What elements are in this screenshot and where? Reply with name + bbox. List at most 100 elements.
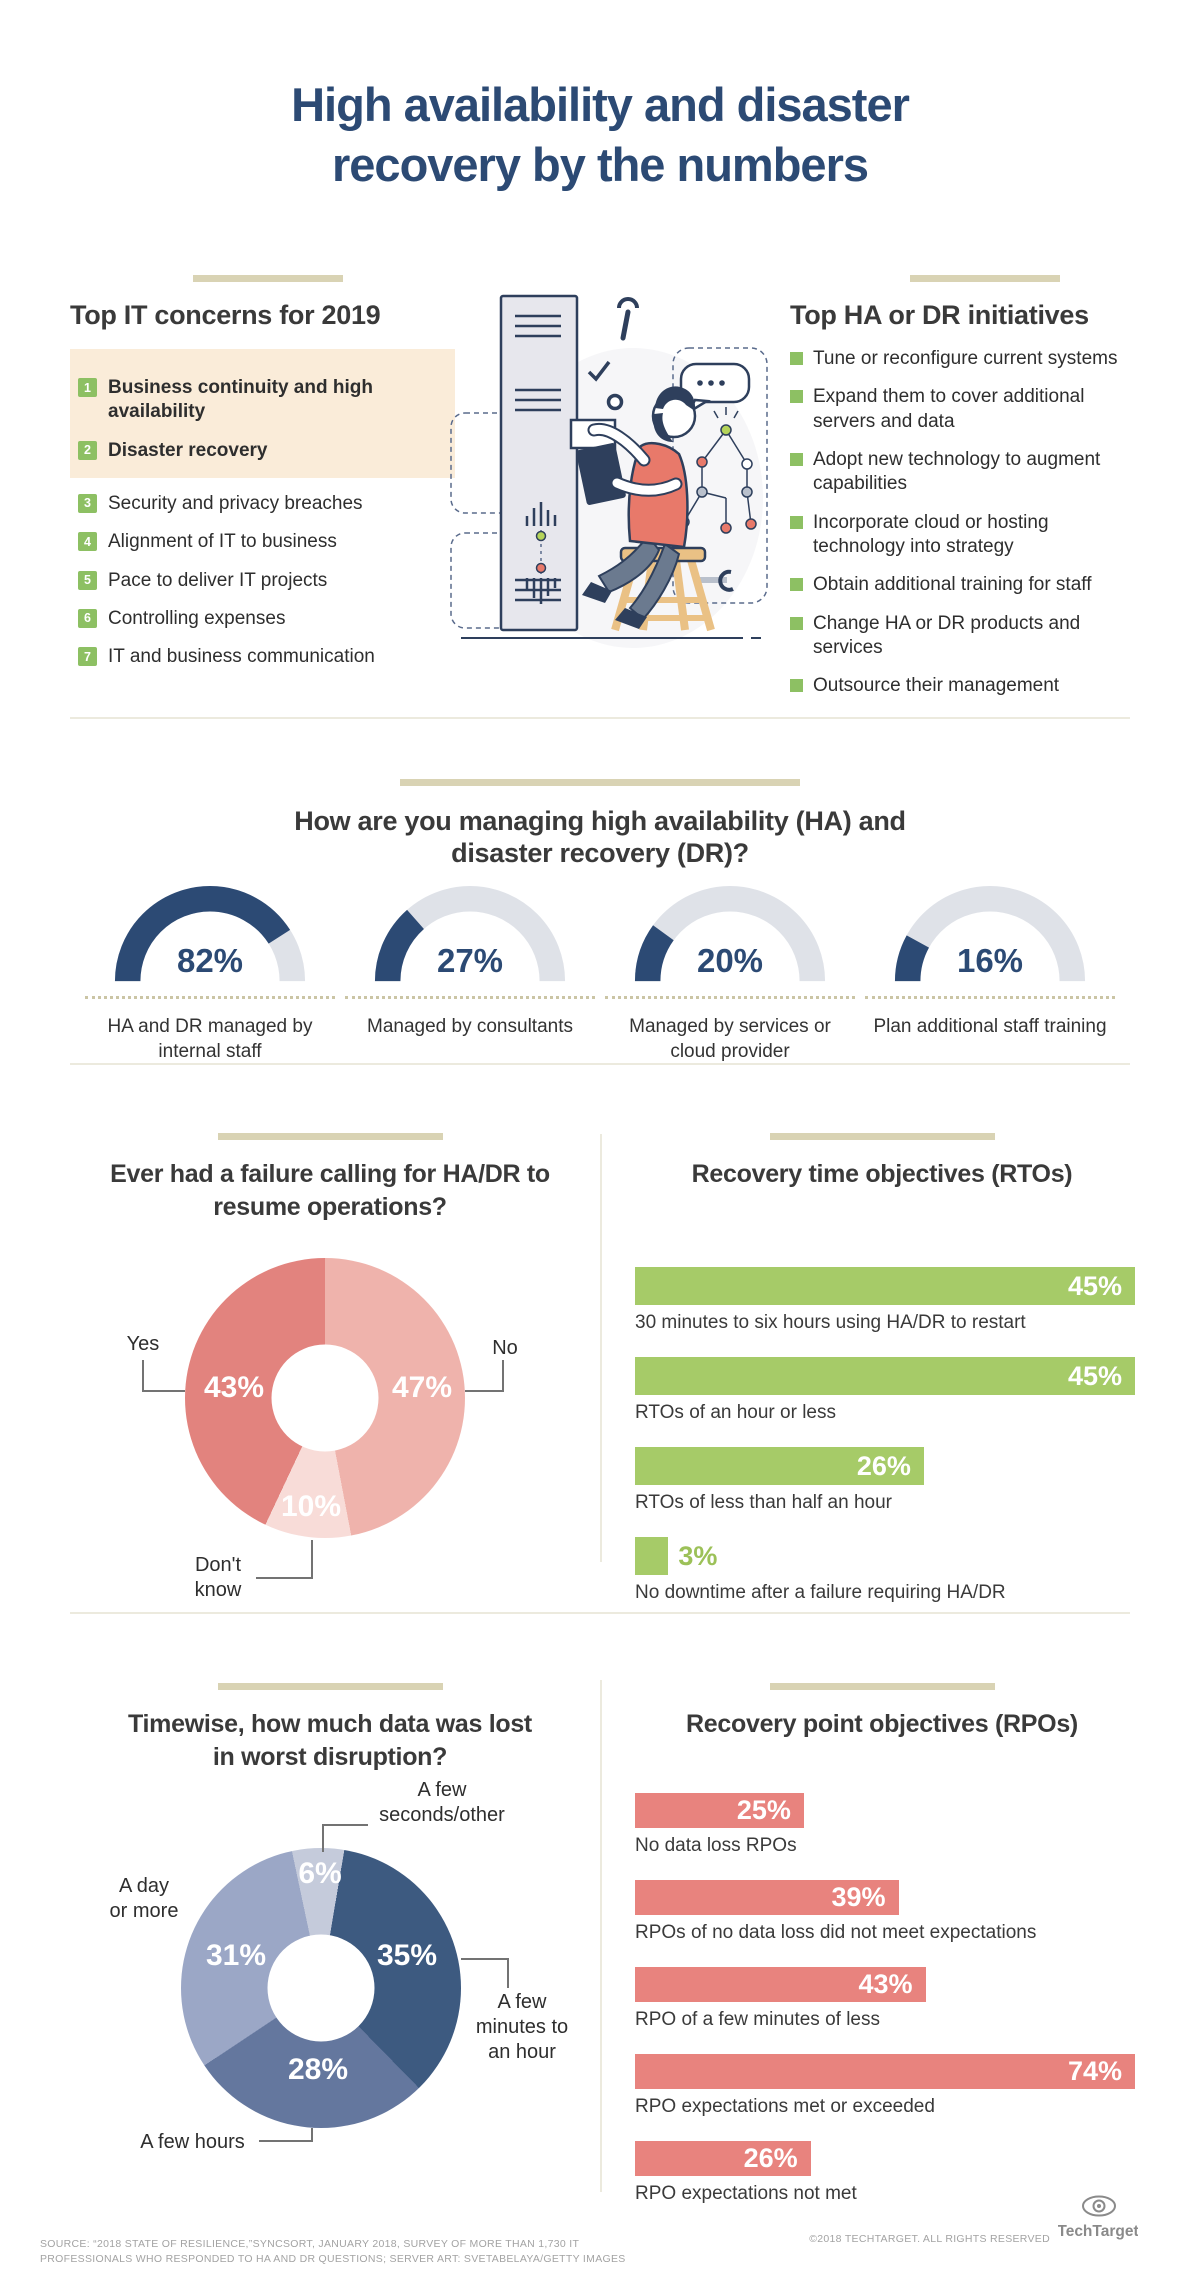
bar: 43% <box>635 1967 926 2002</box>
bar: 26% <box>635 2141 811 2176</box>
data-loss-donut-section: Timewise, how much data was lost in wors… <box>60 1650 600 2210</box>
top-it-concerns-heading: Top IT concerns for 2019 <box>70 300 381 330</box>
donut <box>181 1848 461 2128</box>
square-bullet-icon <box>790 352 803 365</box>
section-rule <box>769 1683 995 1690</box>
bar-row: 25% No data loss RPOs <box>635 1793 1135 1857</box>
list-item: Change HA or DR products and services <box>790 612 1135 661</box>
list-item-label: Outsource their management <box>813 675 1060 697</box>
bar-value: 26% <box>743 2143 798 2173</box>
rpo-heading: Recovery point objectives (RPOs) <box>686 1710 1078 1738</box>
bar <box>635 1537 669 1575</box>
slice-value-no: 47% <box>391 1371 453 1404</box>
gauge-row: 82% HA and DR managed by internal staff … <box>80 886 1120 1065</box>
leader-line <box>322 1824 324 1852</box>
source-line: PROFESSIONALS WHO RESPONDED TO HA AND DR… <box>40 2252 626 2265</box>
bar-value: 3% <box>678 1540 718 1571</box>
leader-line <box>311 1540 313 1579</box>
highlighted-concerns: 1 Business continuity and high availabil… <box>70 349 455 478</box>
list-item-label: Disaster recovery <box>108 439 268 461</box>
bar: 45% <box>635 1357 1135 1395</box>
list-item: 2 Disaster recovery <box>78 439 445 463</box>
leader-line <box>142 1390 185 1392</box>
copyright-text: ©2018 TECHTARGET. ALL RIGHTS RESERVED <box>809 2233 1050 2245</box>
dotted-rule <box>605 996 855 999</box>
bar-caption: RTOs of an hour or less <box>635 1402 837 1423</box>
top-initiatives-heading: Top HA or DR initiatives <box>790 300 1089 330</box>
failure-donut-chart: 47% 10% 43% <box>185 1258 465 1538</box>
list-item-label: Tune or reconfigure current systems <box>813 348 1118 369</box>
dotted-rule <box>85 996 335 999</box>
dotted-rule <box>345 996 595 999</box>
list-item: Tune or reconfigure current systems <box>790 347 1135 371</box>
rto-section: Recovery time objectives (RTOs) 45% 30 mi… <box>612 1100 1152 1612</box>
section-rule <box>910 275 1060 282</box>
slice-value-yes: 43% <box>203 1371 265 1404</box>
gauge-value: 20% <box>696 942 764 979</box>
bar-caption: RPO of a few minutes of less <box>635 2009 880 2030</box>
bar: 39% <box>635 1880 899 1915</box>
rto-bar-chart: 45% 30 minutes to six hours using HA/DR t… <box>635 1267 1135 1627</box>
list-item: Incorporate cloud or hosting technology … <box>790 511 1135 560</box>
wrench-icon <box>617 297 639 341</box>
gauge-caption: Managed by consultants <box>367 1016 573 1037</box>
bar-row: 26% RTOs of less than half an hour <box>635 1447 1135 1514</box>
slice-label-no: No <box>492 1337 518 1359</box>
list-item-label: Expand them to cover additional servers … <box>813 386 1085 432</box>
donut <box>185 1258 465 1538</box>
slice-label-hours: A few hours <box>140 2131 245 2153</box>
list-item-label: Alignment of IT to business <box>108 531 337 553</box>
bar: 74% <box>635 2054 1135 2089</box>
number-badge-icon: 2 <box>78 440 97 460</box>
brand-wordmark: TechTarget <box>1058 2223 1138 2240</box>
data-loss-heading: Timewise, how much data was lost in wors… <box>128 1710 532 1771</box>
slice-label-seconds: A few seconds/other <box>379 1779 505 1826</box>
section-rule <box>217 1683 443 1690</box>
dotted-rule <box>865 996 1115 999</box>
bar: 25% <box>635 1793 804 1828</box>
failure-donut-heading: Ever had a failure calling for HA/DR to … <box>110 1160 550 1221</box>
column-divider <box>600 1134 602 1562</box>
gauges-heading: How are you managing high availability (… <box>294 806 906 868</box>
leader-line <box>322 1824 368 1826</box>
list-item: Obtain additional training for staff <box>790 573 1135 597</box>
bar-row: 74% RPO expectations met or exceeded <box>635 2054 1135 2118</box>
initiative-list: Tune or reconfigure current systems Expa… <box>790 347 1135 698</box>
list-item-label: Business continuity and high availabilit… <box>108 377 373 423</box>
section-rule <box>769 1133 995 1140</box>
slice-label-dont-know: Don't know <box>194 1554 242 1601</box>
bar: 45% <box>635 1267 1135 1305</box>
leader-line <box>256 1577 313 1579</box>
bar-caption: RPO expectations not met <box>635 2183 857 2204</box>
list-item-label: Adopt new technology to augment capabili… <box>813 448 1101 495</box>
server-technician-illustration <box>450 294 768 648</box>
technician <box>576 386 697 629</box>
data-loss-donut-chart: 6% 35% 28% 31% <box>181 1848 461 2128</box>
slice-value-day: 31% <box>205 1939 267 1972</box>
list-item: 1 Business continuity and high availabil… <box>78 376 445 425</box>
gauge-caption: HA and DR managed by internal staff <box>107 1016 313 1063</box>
square-bullet-icon <box>790 390 803 404</box>
leader-line <box>461 1958 509 1960</box>
leader-line <box>142 1360 144 1390</box>
square-bullet-icon <box>790 616 803 630</box>
slice-value-hours: 28% <box>287 2053 349 2086</box>
gauge-services-cloud: 20% Managed by services or cloud provide… <box>600 886 860 1065</box>
list-item: Outsource their management <box>790 674 1135 698</box>
top-initiatives-section: Top HA or DR initiatives Tune or reconfi… <box>790 275 1180 712</box>
number-badge-icon: 5 <box>78 570 97 590</box>
leader-line <box>507 1958 509 1988</box>
number-badge-icon: 7 <box>78 647 97 667</box>
square-bullet-icon <box>790 515 803 529</box>
slice-value-seconds: 6% <box>298 1857 342 1890</box>
page-title: High availability and disaster recovery … <box>291 78 910 191</box>
gauge-caption: Plan additional staff training <box>873 1016 1107 1037</box>
list-item-label: Security and privacy breaches <box>108 492 363 514</box>
list-item-label: Controlling expenses <box>108 607 286 629</box>
bar-caption: RPOs of no data loss did not meet expect… <box>635 1922 1037 1943</box>
square-bullet-icon <box>790 578 803 592</box>
list-item: 7 IT and business communication <box>70 645 455 669</box>
bar-value: 45% <box>1067 1270 1122 1301</box>
section-divider <box>70 1612 1130 1614</box>
bar-row: 39% RPOs of no data loss did not meet exp… <box>635 1880 1135 1944</box>
